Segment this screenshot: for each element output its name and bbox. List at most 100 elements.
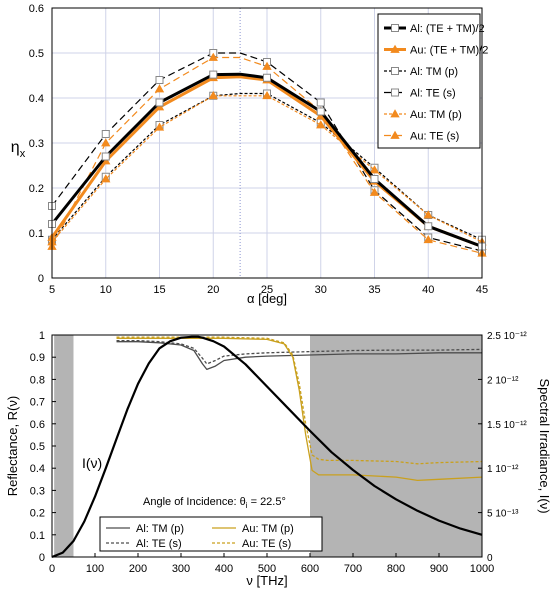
bottom-x-tick-label: 300 xyxy=(172,563,190,575)
top-x-tick-label: 45 xyxy=(476,284,488,296)
top-legend-marker xyxy=(390,109,400,118)
bottom-y-tick-label: 0.1 xyxy=(30,530,45,542)
top-legend-label: Al: (TE + TM)/2 xyxy=(410,23,485,35)
top-x-tick-label: 10 xyxy=(100,284,112,296)
top-data-point xyxy=(370,175,379,183)
bottom-legend-label: Au: TE (s) xyxy=(242,538,291,550)
top-data-point xyxy=(101,130,110,138)
top-data-point xyxy=(154,122,165,131)
top-tick-labels: 5 10 15 20 25 30 35 40 45 0 0.1 0.2 0.3 0.4 0.5 0.6 xyxy=(29,3,488,296)
top-data-point xyxy=(155,98,164,107)
top-data-point xyxy=(423,210,433,219)
top-legend-entry: Al: TM (p) xyxy=(384,66,458,78)
angle-of-incidence-annotation: Angle of Incidence: θi = 22.5° xyxy=(143,496,286,510)
bottom-y-tick-label: 0.9 xyxy=(30,352,45,364)
bottom-x-tick-label: 800 xyxy=(387,563,405,575)
top-y-tick-label: 0.3 xyxy=(29,138,44,150)
top-data-point xyxy=(262,61,272,70)
top-legend-label: Al: TE (s) xyxy=(410,88,456,100)
bottom-y2-tick-label: 1.5 10⁻¹² xyxy=(487,420,527,431)
top-data-point xyxy=(369,165,380,174)
bottom-x-tick-label: 100 xyxy=(86,563,104,575)
top-data-point xyxy=(154,84,165,93)
bottom-y-axis-label: Reflectance, R(ν) xyxy=(5,396,20,496)
bottom-series-al-te-s xyxy=(116,339,483,365)
bottom-y-tick-label: 0.6 xyxy=(30,419,45,431)
bottom-x-tick-label: 600 xyxy=(301,563,319,575)
bottom-y-tick-label: 0 xyxy=(39,552,45,564)
bottom-x-tick-label: 1000 xyxy=(470,563,494,575)
top-data-point xyxy=(263,73,271,82)
top-data-point xyxy=(262,90,272,100)
top-plot-frame xyxy=(51,7,483,279)
top-x-tick-label: 15 xyxy=(153,284,165,296)
bottom-x-tick-label: 900 xyxy=(430,563,448,575)
bottom-y-tick-label: 0.5 xyxy=(30,441,45,453)
top-x-tick-label: 40 xyxy=(422,284,434,296)
bottom-y2-tick-label: 1 10⁻¹² xyxy=(487,464,519,475)
top-legend-marker xyxy=(391,88,399,97)
top-y-tick-label: 0.2 xyxy=(29,183,44,195)
top-y-tick-label: 0.4 xyxy=(29,93,44,105)
top-data-point xyxy=(369,187,380,196)
top-y-axis-label: ηx xyxy=(11,139,26,160)
angle-annotation-value: = 22.5° xyxy=(248,496,286,508)
top-legend-label: Au: TE (s) xyxy=(410,131,459,143)
top-data-point xyxy=(316,98,325,107)
bottom-x-tick-label: 500 xyxy=(258,563,276,575)
top-x-tick-label: 25 xyxy=(261,284,273,296)
angle-annotation-main: Angle of Incidence: θ xyxy=(143,496,246,508)
bottom-series-al-tm-p xyxy=(116,341,482,371)
bottom-legend-label: Al: TE (s) xyxy=(136,538,182,550)
bottom-y2-axis-label: Spectral Irradiance, I(ν) xyxy=(537,378,550,513)
top-series-line xyxy=(51,92,483,241)
top-x-tick-label: 20 xyxy=(207,284,219,296)
top-data-point xyxy=(424,222,433,231)
top-x-axis-label: α [deg] xyxy=(247,291,287,306)
top-legend-marker xyxy=(391,24,399,32)
bottom-x-tick-label: 0 xyxy=(49,563,55,575)
top-data-point xyxy=(101,174,111,183)
top-x-tick-label: 35 xyxy=(368,284,380,296)
bottom-legend-label: Au: TM (p) xyxy=(242,523,294,535)
top-data-point xyxy=(316,107,325,116)
top-series-line xyxy=(50,72,483,248)
bottom-x-tick-label: 700 xyxy=(344,563,362,575)
bottom-y2-tick-label: 5 10⁻¹³ xyxy=(487,509,519,520)
top-y-axis-label-sub: x xyxy=(20,148,26,160)
top-chart: 5 10 15 20 25 30 35 40 45 0 0.1 0.2 0.3 0.4 0.5 0.6 α [… xyxy=(11,3,489,306)
irradiance-curve-label: I(ν) xyxy=(82,455,102,471)
top-y-tick-label: 0.1 xyxy=(29,228,44,240)
bottom-y-tick-label: 0.7 xyxy=(30,397,45,409)
top-series-line xyxy=(51,95,483,243)
top-y-tick-label: 0.6 xyxy=(29,3,44,15)
top-data-point xyxy=(208,90,218,100)
bottom-series-au-te-s xyxy=(116,336,483,465)
top-legend-entry: Al: (TE + TM)/2 xyxy=(384,23,485,35)
bottom-y-tick-label: 0.4 xyxy=(30,463,45,475)
bottom-legend-entry: Au: TM (p) xyxy=(212,523,294,535)
bottom-x-tick-label: 400 xyxy=(215,563,233,575)
top-data-point xyxy=(209,70,218,79)
bottom-y-tick-label: 0.8 xyxy=(30,374,45,386)
top-series-line xyxy=(51,52,483,252)
top-legend-entry: Au: (TE + TM)/2 xyxy=(384,45,488,57)
bottom-x-tick-label: 200 xyxy=(129,563,147,575)
top-data-point xyxy=(101,138,111,147)
top-x-tick-label: 5 xyxy=(49,284,55,296)
top-data-point xyxy=(423,234,433,244)
bottom-legend: Al: TM (p) Al: TE (s) Au: TM (p) Au: TE (s) xyxy=(99,516,323,552)
bottom-y2-tick-label: 2 10⁻¹² xyxy=(487,375,519,386)
bottom-legend-box xyxy=(99,516,323,552)
angle-annotation-sub: i xyxy=(246,501,248,510)
shaded-region xyxy=(54,335,74,557)
bottom-y-tick-label: 1 xyxy=(39,330,45,342)
top-legend-entry: Au: TM (p) xyxy=(384,109,462,121)
bottom-y2-tick-label: 0 xyxy=(487,553,493,564)
top-legend-marker xyxy=(390,44,400,53)
top-legend-marker xyxy=(391,67,399,75)
top-y-axis-label-main: η xyxy=(11,139,20,156)
shaded-region xyxy=(310,335,482,557)
bottom-y-tick-label: 0.3 xyxy=(30,485,45,497)
top-data-point xyxy=(316,120,326,129)
